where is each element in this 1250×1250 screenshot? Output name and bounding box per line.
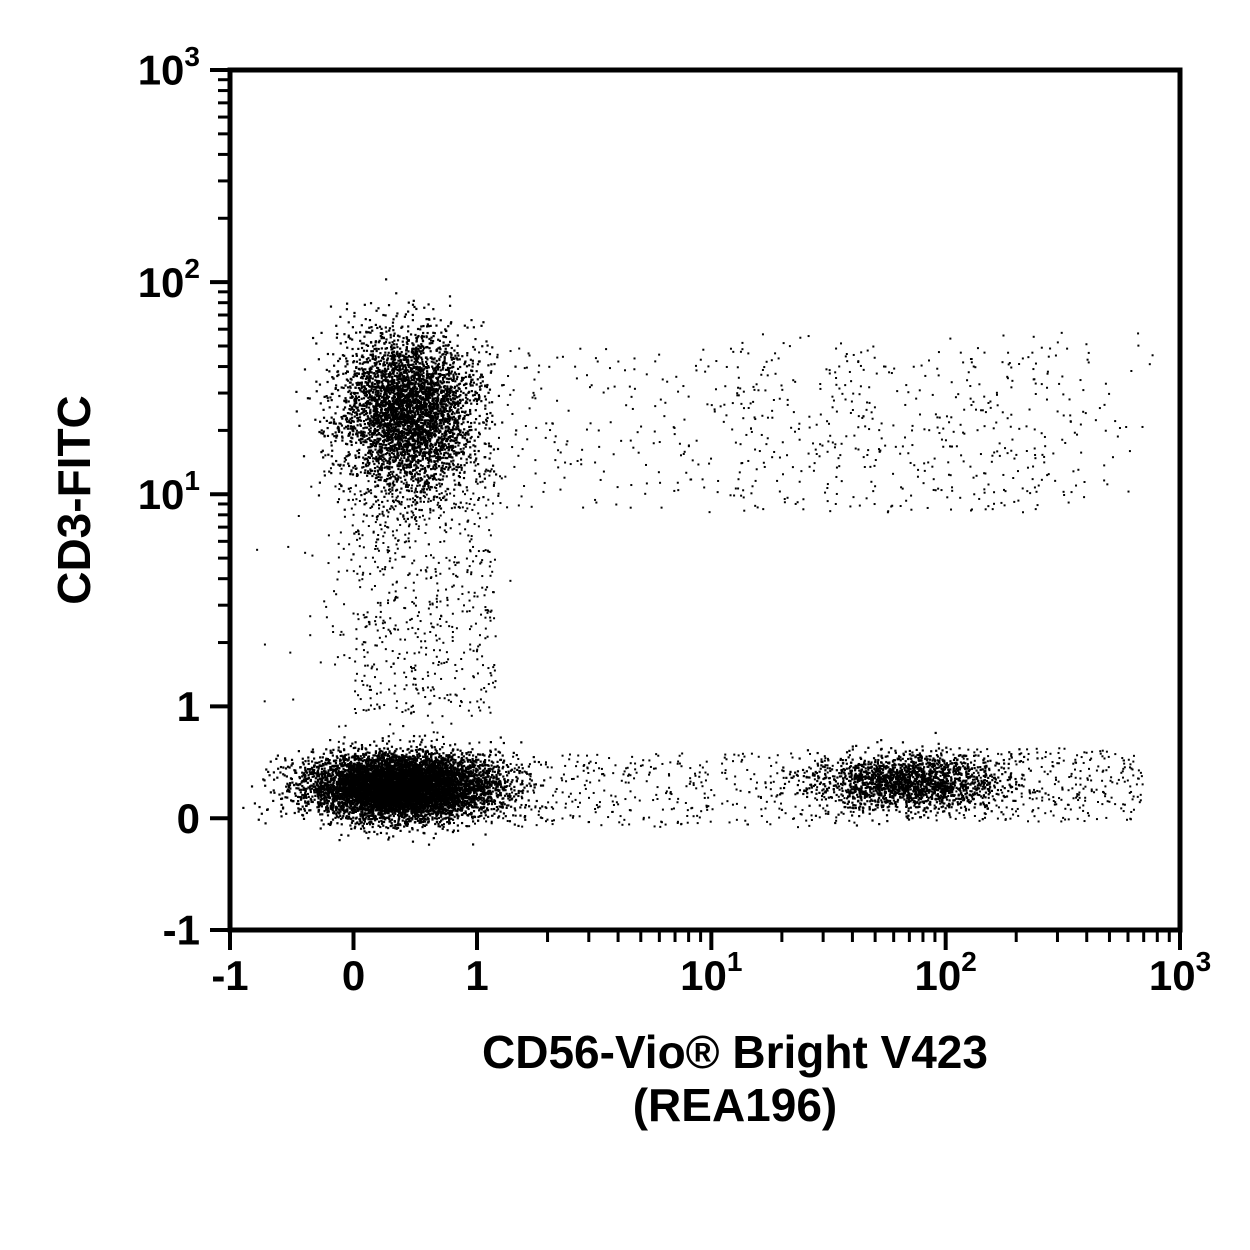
svg-text:1: 1 <box>465 952 488 999</box>
flow-cytometry-scatter: -101101102103-101101102103CD3-FITCCD56-V… <box>0 0 1250 1250</box>
svg-text:1: 1 <box>177 683 200 730</box>
svg-text:0: 0 <box>342 952 365 999</box>
svg-text:0: 0 <box>177 795 200 842</box>
svg-text:-1: -1 <box>211 952 248 999</box>
chart-svg: -101101102103-101101102103CD3-FITCCD56-V… <box>0 0 1250 1250</box>
x-axis-label-line1: CD56-Vio® Bright V423 <box>482 1026 988 1078</box>
y-axis-label: CD3-FITC <box>48 395 100 605</box>
x-axis-label-line2: (REA196) <box>633 1079 838 1131</box>
svg-text:-1: -1 <box>163 907 200 954</box>
